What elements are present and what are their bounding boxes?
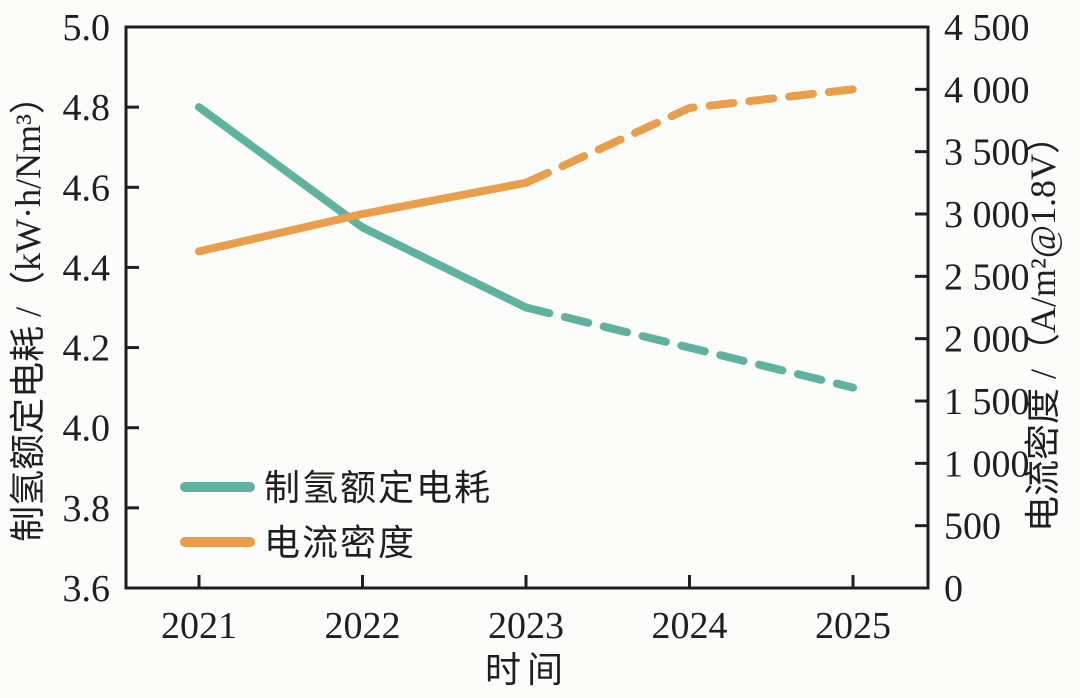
left-axis-tick-label: 4.4 (63, 247, 111, 289)
right-axis-tick-label: 0 (944, 568, 963, 610)
series-current-density-solid (195, 178, 530, 256)
left-axis-title: 制氢额定电耗 /（kW·h/Nm³） (8, 78, 48, 542)
legend-label-1: 制氢额定电耗 (264, 468, 492, 508)
right-axis-tick-label: 4 500 (944, 7, 1030, 49)
right-axis-tick-label: 3 000 (944, 194, 1030, 236)
left-axis-tick-label: 4.8 (63, 87, 111, 129)
x-axis-tick-label: 2022 (325, 605, 401, 647)
left-axis-tick-label: 5.0 (63, 7, 111, 49)
x-axis-tick-label: 2023 (488, 605, 564, 647)
right-axis-tick-label: 4 000 (944, 69, 1030, 111)
x-axis-tick-label: 2021 (161, 605, 237, 647)
series-current-density-dashed (522, 85, 857, 187)
legend-label-2: 电流密度 (264, 523, 416, 563)
left-axis-tick-label: 3.8 (63, 488, 111, 530)
series-power-consumption-solid (195, 103, 530, 312)
left-axis-tick-label: 4.0 (63, 408, 111, 450)
right-axis-tick-label: 500 (944, 506, 1001, 548)
right-axis-tick-label: 1 000 (944, 443, 1030, 485)
x-axis-tick-label: 2024 (652, 605, 728, 647)
right-axis-tick-label: 2 000 (944, 319, 1030, 361)
right-axis-tick-label: 2 500 (944, 256, 1030, 298)
left-axis-tick-label: 4.6 (63, 167, 111, 209)
left-axis-tick-label: 4.2 (63, 328, 111, 370)
left-axis-tick-label: 3.6 (63, 568, 111, 610)
right-axis-title: 电流密度 /（A/m²@1.8V） (1023, 118, 1063, 532)
series-power-consumption-dashed (522, 303, 857, 392)
right-axis-tick-label: 1 500 (944, 381, 1030, 423)
x-axis-title: 时间 (485, 650, 569, 690)
right-axis-tick-label: 3 500 (944, 132, 1030, 174)
x-axis-tick-label: 2025 (815, 605, 891, 647)
